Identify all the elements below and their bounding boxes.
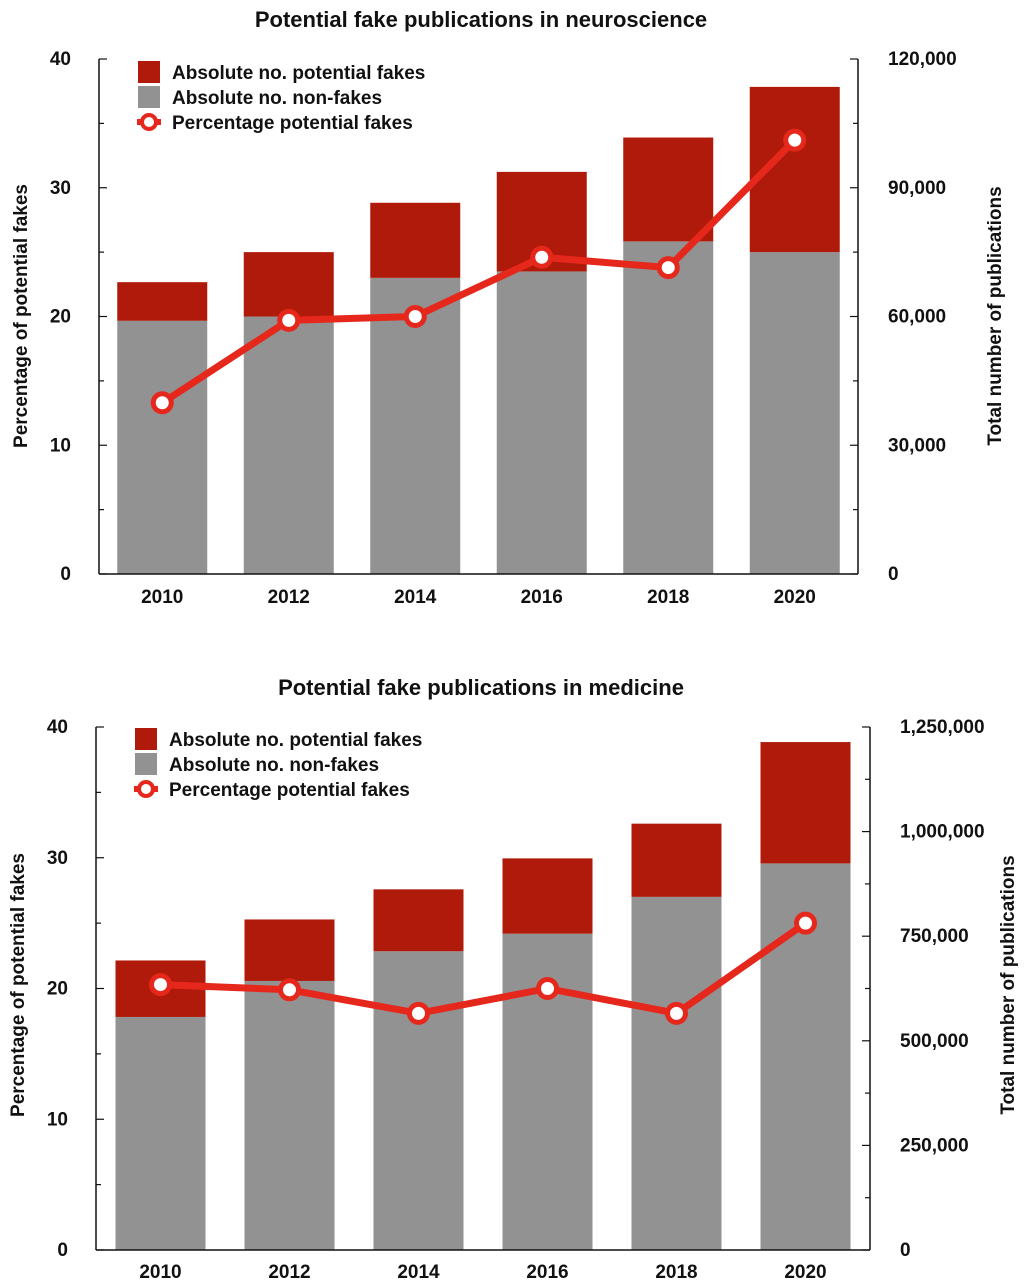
percentage-point bbox=[530, 245, 554, 269]
right-tick-label: 750,000 bbox=[900, 926, 969, 947]
percentage-line bbox=[160, 920, 808, 1017]
legend-label-nonfakes: Absolute no. non-fakes bbox=[172, 88, 382, 109]
bar-fakes bbox=[760, 742, 851, 864]
left-tick-label: 20 bbox=[50, 307, 71, 328]
right-tick-label: 1,250,000 bbox=[900, 717, 985, 738]
x-tick-label: 2020 bbox=[774, 587, 816, 608]
percentage-point bbox=[794, 911, 817, 935]
bar-fakes bbox=[243, 252, 334, 317]
percentage-point bbox=[656, 256, 680, 280]
left-tick-label: 10 bbox=[47, 1109, 68, 1130]
legend: Absolute no. potential fakes Absolute no… bbox=[134, 728, 422, 801]
x-tick-label: 2018 bbox=[647, 587, 689, 608]
axes-group: 0 10 20 30 40 0 30,000 60,000 90,000 120,000 2010 2… bbox=[50, 49, 957, 608]
legend-marker-percentage bbox=[137, 780, 155, 798]
right-tick-label: 250,000 bbox=[900, 1135, 969, 1156]
left-tick-label: 20 bbox=[47, 979, 68, 1000]
left-tick-label: 10 bbox=[50, 435, 71, 456]
left-tick-label: 40 bbox=[50, 49, 71, 70]
x-tick-label: 2014 bbox=[397, 1262, 440, 1280]
chart-title: Potential fake publications in medicine bbox=[278, 675, 684, 700]
percentage-point bbox=[783, 128, 807, 152]
right-tick-label: 120,000 bbox=[888, 49, 957, 70]
bars-group bbox=[115, 742, 851, 1250]
bars-group bbox=[117, 86, 840, 575]
right-tick-label: 30,000 bbox=[888, 435, 946, 456]
percentage-line-group bbox=[149, 911, 817, 1025]
left-tick-label: 30 bbox=[50, 178, 71, 199]
percentage-point bbox=[277, 308, 301, 332]
left-tick-label: 0 bbox=[57, 1240, 68, 1261]
bar-fakes bbox=[631, 823, 722, 897]
bar-nonfakes bbox=[115, 1016, 206, 1250]
percentage-point bbox=[278, 978, 301, 1002]
left-tick-label: 30 bbox=[47, 848, 68, 869]
right-axis-label: Total number of publications bbox=[998, 855, 1019, 1114]
right-tick-label: 0 bbox=[900, 1240, 911, 1261]
x-tick-label: 2012 bbox=[268, 1262, 310, 1280]
x-tick-label: 2016 bbox=[521, 587, 563, 608]
x-tick-label: 2014 bbox=[394, 587, 437, 608]
percentage-point bbox=[403, 305, 427, 328]
left-tick-label: 0 bbox=[60, 564, 71, 585]
left-axis-label: Percentage of potential fakes bbox=[11, 184, 32, 448]
bar-nonfakes bbox=[496, 271, 587, 574]
x-tick-label: 2016 bbox=[526, 1262, 568, 1280]
bar-nonfakes bbox=[244, 980, 335, 1250]
legend: Absolute no. potential fakes Absolute no… bbox=[137, 61, 425, 134]
right-tick-label: 1,000,000 bbox=[900, 822, 985, 843]
bar-nonfakes bbox=[373, 951, 464, 1250]
bar-fakes bbox=[370, 202, 461, 278]
legend-label-percentage: Percentage potential fakes bbox=[169, 780, 410, 801]
bar-fakes bbox=[117, 282, 208, 321]
legend-swatch-fakes bbox=[138, 61, 160, 83]
percentage-line-group bbox=[150, 128, 807, 415]
legend-label-fakes: Absolute no. potential fakes bbox=[169, 730, 422, 751]
axes-group: 0 10 20 30 40 0 250,000 500,000 750,000 1,000,000… bbox=[47, 717, 985, 1280]
bar-fakes bbox=[502, 858, 593, 934]
percentage-point bbox=[407, 1001, 430, 1025]
right-axis-label: Total number of publications bbox=[985, 186, 1006, 445]
legend-swatch-nonfakes bbox=[135, 753, 157, 775]
percentage-point bbox=[536, 977, 559, 1000]
percentage-point bbox=[149, 973, 172, 997]
bar-nonfakes bbox=[631, 896, 722, 1250]
right-tick-label: 60,000 bbox=[888, 307, 946, 328]
x-tick-label: 2012 bbox=[268, 587, 310, 608]
legend-swatch-fakes bbox=[135, 728, 157, 750]
bar-nonfakes bbox=[117, 320, 208, 574]
right-tick-label: 90,000 bbox=[888, 178, 946, 199]
legend-label-percentage: Percentage potential fakes bbox=[172, 113, 413, 134]
x-tick-label: 2020 bbox=[784, 1262, 826, 1280]
x-tick-label: 2018 bbox=[655, 1262, 697, 1280]
percentage-point bbox=[665, 1001, 688, 1025]
bar-fakes bbox=[623, 137, 714, 242]
legend-swatch-nonfakes bbox=[138, 86, 160, 108]
right-tick-label: 500,000 bbox=[900, 1031, 969, 1052]
left-axis-label: Percentage of potential fakes bbox=[8, 853, 29, 1117]
x-tick-label: 2010 bbox=[139, 1262, 181, 1280]
chart-medicine: Potential fake publications in medicine … bbox=[8, 675, 1019, 1280]
percentage-line bbox=[160, 137, 798, 406]
bar-fakes bbox=[373, 889, 464, 952]
x-tick-label: 2010 bbox=[141, 587, 183, 608]
legend-marker-percentage bbox=[140, 113, 158, 131]
bar-nonfakes bbox=[623, 241, 714, 575]
bar-fakes bbox=[244, 919, 335, 981]
left-tick-label: 40 bbox=[47, 717, 68, 738]
bar-nonfakes bbox=[749, 252, 840, 574]
percentage-point bbox=[150, 391, 174, 415]
legend-label-nonfakes: Absolute no. non-fakes bbox=[169, 755, 379, 776]
legend-label-fakes: Absolute no. potential fakes bbox=[172, 63, 425, 84]
bar-nonfakes bbox=[243, 316, 334, 574]
right-tick-label: 0 bbox=[888, 564, 899, 585]
chart-title: Potential fake publications in neuroscie… bbox=[255, 7, 707, 32]
chart-neuroscience: Potential fake publications in neuroscie… bbox=[11, 7, 1006, 608]
